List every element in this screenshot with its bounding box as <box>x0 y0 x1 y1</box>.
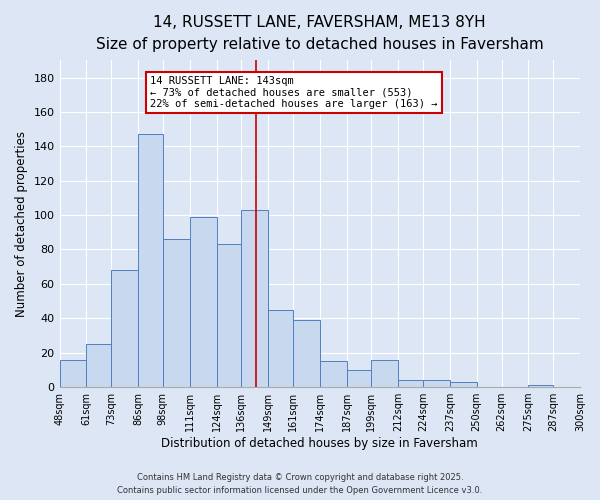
Bar <box>86 344 111 387</box>
X-axis label: Distribution of detached houses by size in Faversham: Distribution of detached houses by size … <box>161 437 478 450</box>
Bar <box>293 320 320 387</box>
Text: Contains HM Land Registry data © Crown copyright and database right 2025.
Contai: Contains HM Land Registry data © Crown c… <box>118 474 482 495</box>
Text: 14 RUSSETT LANE: 143sqm
← 73% of detached houses are smaller (553)
22% of semi-d: 14 RUSSETT LANE: 143sqm ← 73% of detache… <box>151 76 438 109</box>
Title: 14, RUSSETT LANE, FAVERSHAM, ME13 8YH
Size of property relative to detached hous: 14, RUSSETT LANE, FAVERSHAM, ME13 8YH Si… <box>96 15 544 52</box>
Bar <box>347 370 371 387</box>
Bar <box>59 360 86 387</box>
Bar <box>450 382 477 387</box>
Bar <box>138 134 163 387</box>
Bar <box>529 386 553 387</box>
Bar <box>190 217 217 387</box>
Bar <box>320 362 347 387</box>
Y-axis label: Number of detached properties: Number of detached properties <box>15 130 28 316</box>
Bar <box>241 210 268 387</box>
Bar <box>398 380 423 387</box>
Bar <box>163 239 190 387</box>
Bar <box>111 270 138 387</box>
Bar <box>371 360 398 387</box>
Bar <box>217 244 241 387</box>
Bar <box>268 310 293 387</box>
Bar <box>423 380 450 387</box>
